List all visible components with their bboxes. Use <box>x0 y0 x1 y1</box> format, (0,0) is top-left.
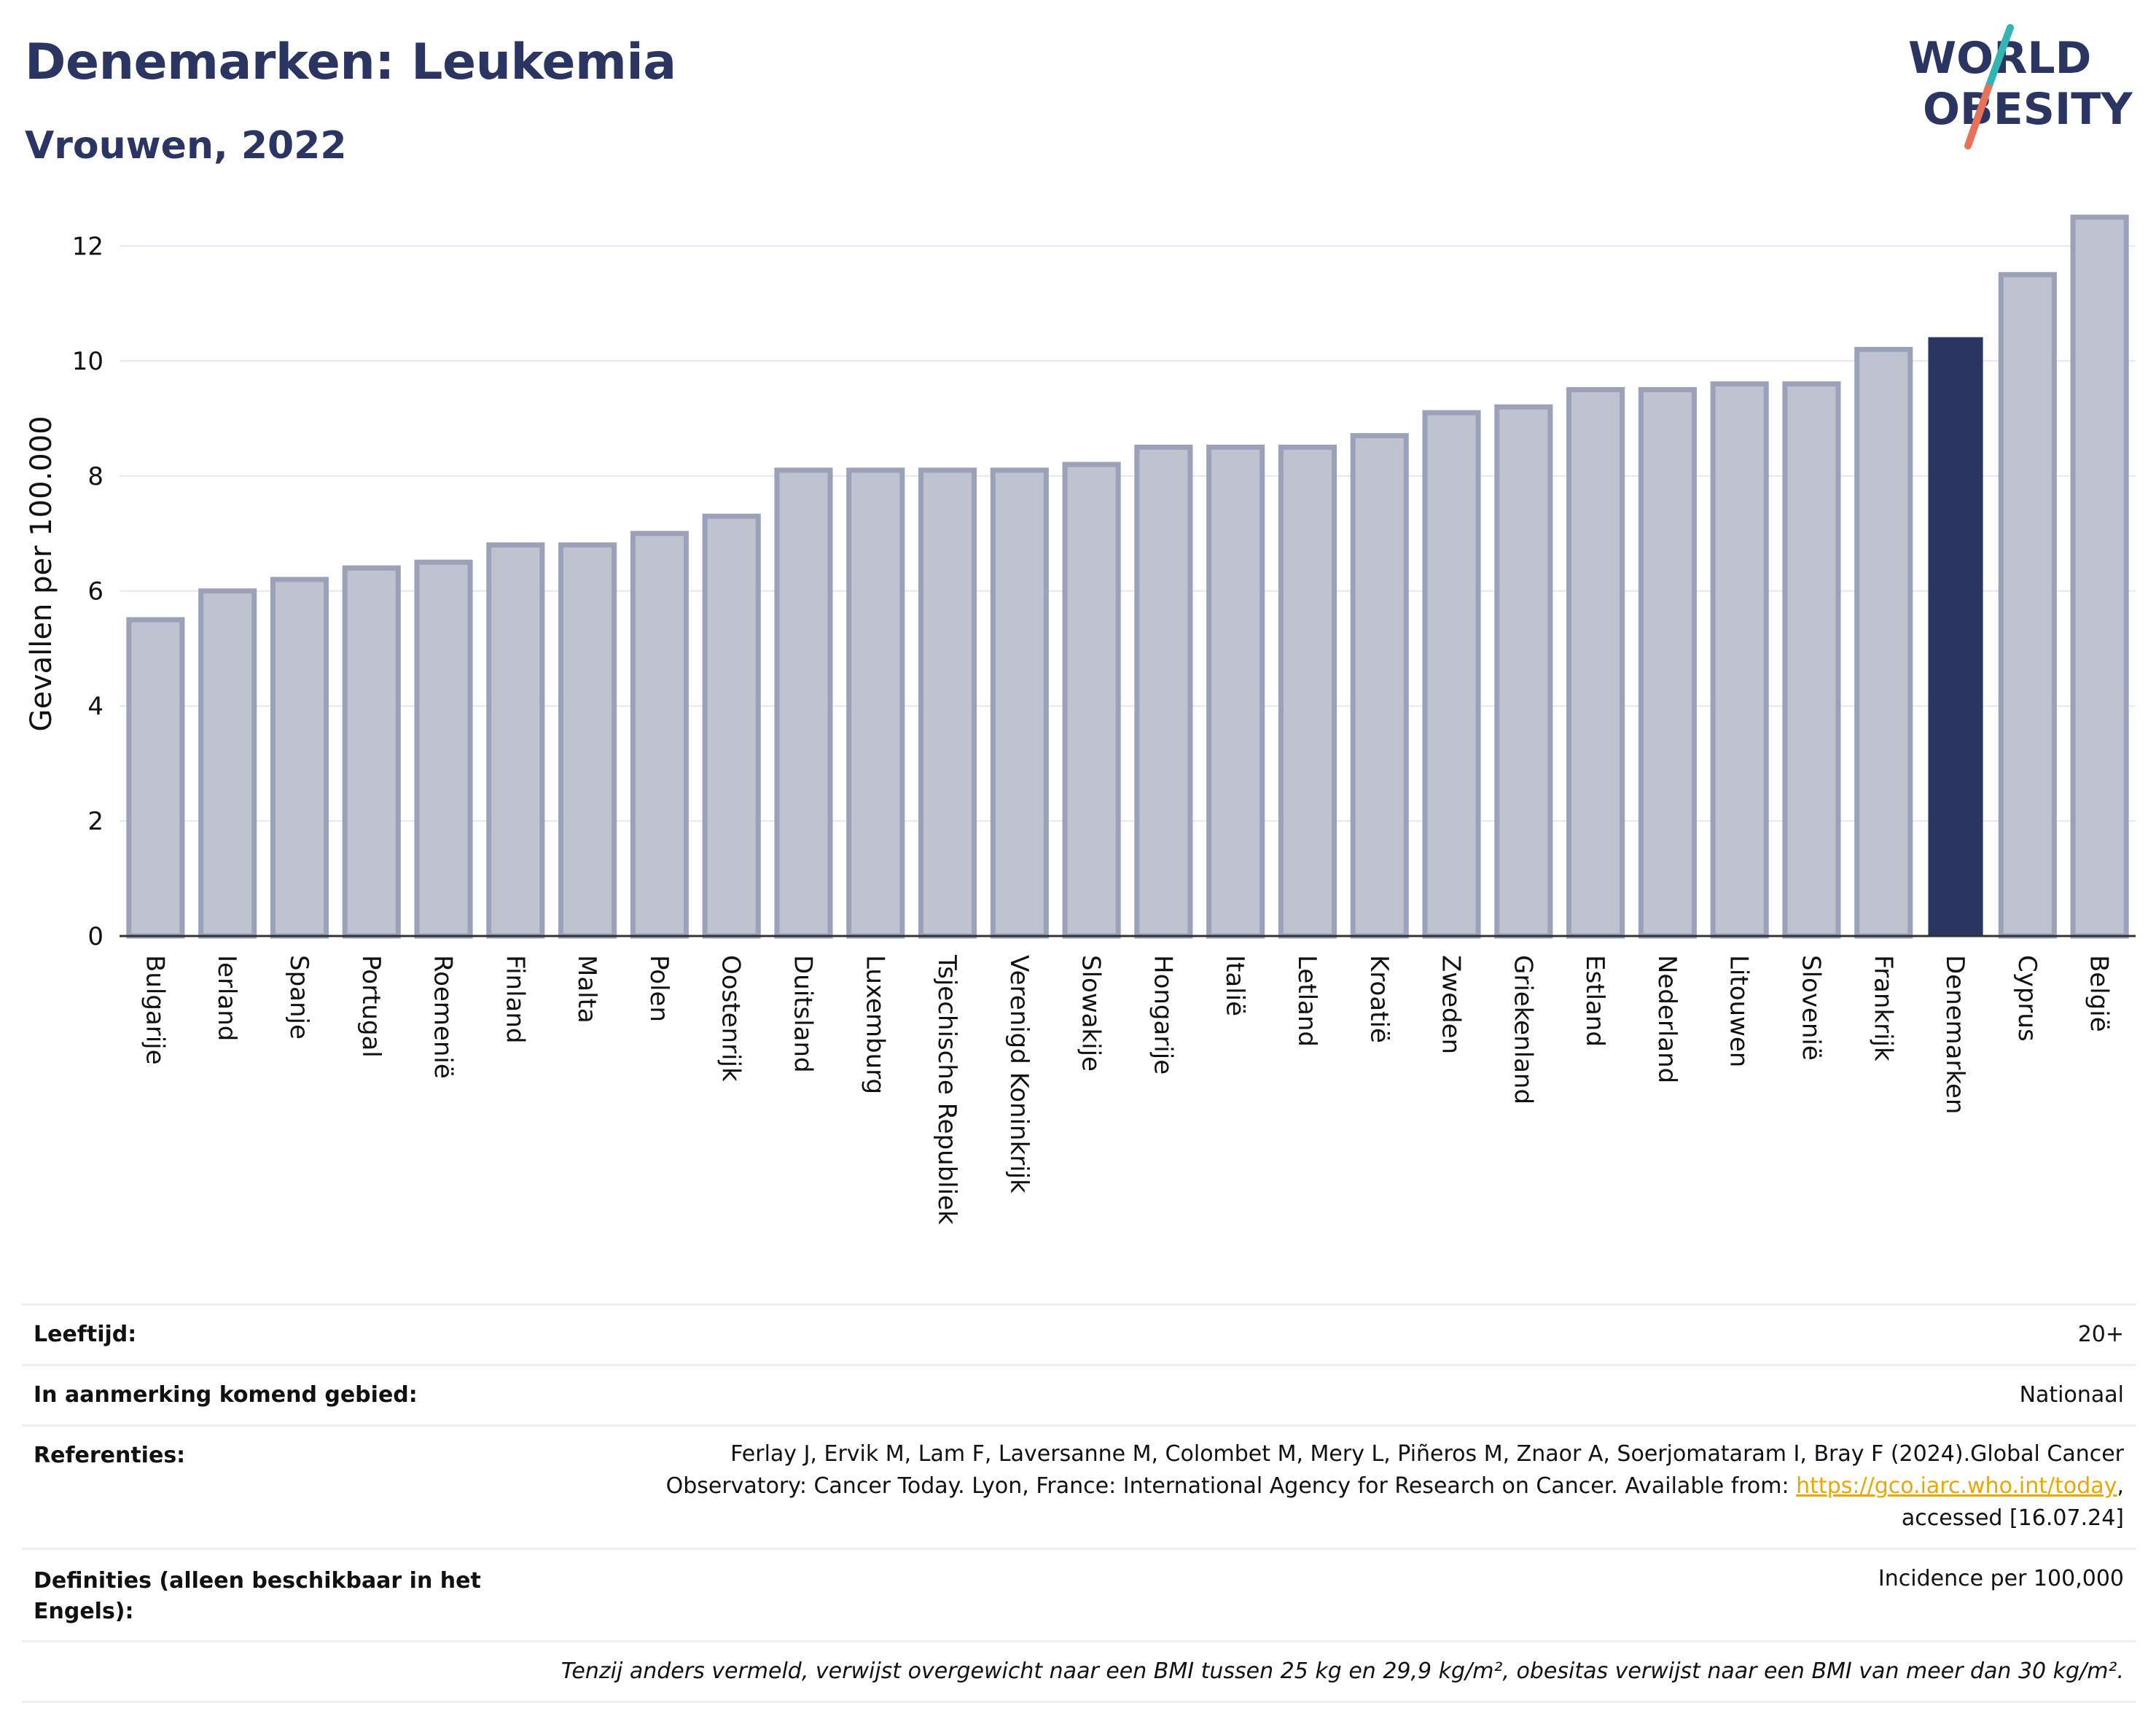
bar-duitsland <box>774 467 833 939</box>
x-tick-label: Duitsland <box>788 955 817 1073</box>
x-tick-label: Oostenrijk <box>716 955 746 1082</box>
info-row-definitions: Definities (alleen beschikbaar in het Eng… <box>22 1548 2136 1640</box>
x-tick-label: Cyprus <box>2012 955 2042 1042</box>
info-row-references: Referenties: Ferlay J, Ervik M, Lam F, L… <box>22 1424 2136 1548</box>
age-value: 20+ <box>2077 1322 2124 1347</box>
bar-litouwen <box>1710 381 1769 939</box>
y-axis-title: Gevallen per 100.000 <box>25 416 58 731</box>
references-label: Referenties: <box>34 1443 186 1468</box>
chart-subtitle: Vrouwen, 2022 <box>25 124 347 168</box>
bar-kroatië <box>1350 433 1409 939</box>
bar-roemenië <box>414 559 473 939</box>
x-tick-label: Hongarije <box>1148 955 1177 1075</box>
bar-letland <box>1278 444 1337 939</box>
logo-slash-teal <box>1985 24 2014 91</box>
bar-malta <box>558 542 617 939</box>
x-tick-label: Frankrijk <box>1868 955 1897 1061</box>
region-label: In aanmerking komend gebied: <box>34 1382 418 1408</box>
logo-slash-coral <box>1964 84 1992 149</box>
x-tick-label: Nederland <box>1652 955 1682 1083</box>
bar-cyprus <box>1998 272 2057 939</box>
x-tick-label: Ierland <box>212 955 241 1041</box>
references-line-2-comma: , <box>2117 1473 2124 1499</box>
footnote: Tenzij anders vermeld, verwijst overgewi… <box>561 1658 2124 1684</box>
x-tick-label: Zweden <box>1437 955 1466 1054</box>
references-link[interactable]: https://gco.iarc.who.int/today <box>1796 1473 2117 1499</box>
bar-luxemburg <box>846 467 905 939</box>
bar-oostenrijk <box>702 513 761 939</box>
bar-denemarken <box>1928 337 1983 937</box>
x-tick-label: Bulgarije <box>140 955 169 1065</box>
logo-line2: OBESITY <box>1923 84 2133 135</box>
bar-frankrijk <box>1854 346 1913 939</box>
definitions-label-line-1: Definities (alleen beschikbaar in het <box>34 1568 481 1594</box>
x-tick-label: Finland <box>500 955 529 1044</box>
bar-griekenland <box>1494 404 1553 939</box>
info-row-note: Tenzij anders vermeld, verwijst overgewi… <box>22 1640 2136 1703</box>
x-tick-label: Portugal <box>356 955 386 1058</box>
bar-spanje <box>270 577 329 939</box>
x-tick-label: Roemenië <box>429 955 458 1079</box>
y-tick-label: 2 <box>87 807 103 836</box>
x-tick-label: Verenigd Koninkrijk <box>1004 955 1034 1193</box>
y-tick-label: 6 <box>87 577 103 607</box>
info-row-region: In aanmerking komend gebied: Nationaal <box>22 1364 2136 1424</box>
x-tick-label: Spanje <box>284 955 313 1040</box>
y-tick-label: 0 <box>87 922 103 951</box>
bar-belgië <box>2070 214 2129 939</box>
x-tick-label: Estland <box>1580 955 1609 1047</box>
bar-italië <box>1206 444 1265 939</box>
bar-bulgarije <box>126 617 185 939</box>
references-line-2-text: Observatory: Cancer Today. Lyon, France:… <box>665 1473 1797 1499</box>
references-line-3: accessed [16.07.24] <box>1901 1505 2124 1531</box>
x-tick-label: Malta <box>572 955 601 1024</box>
x-tick-label: Italië <box>1220 955 1249 1016</box>
definitions-value: Incidence per 100,000 <box>1878 1566 2124 1591</box>
bar-tsjechische-republiek <box>918 467 977 939</box>
bar-finland <box>486 542 545 939</box>
x-tick-label: Luxemburg <box>860 955 889 1094</box>
references-line-1: Ferlay J, Ervik M, Lam F, Laversanne M, … <box>730 1441 2124 1467</box>
bar-chart: 0 2 4 6 8 10 12 Gevallen per 100.000 Bulgarije Ie… <box>25 214 2136 1225</box>
x-tick-label: België <box>2085 955 2114 1032</box>
definitions-label: Definities (alleen beschikbaar in het Eng… <box>34 1566 481 1627</box>
y-tick-label: 12 <box>72 232 103 261</box>
x-tick-label: Polen <box>644 955 673 1022</box>
region-value: Nationaal <box>2019 1382 2124 1408</box>
info-table: Leeftijd: 20+ In aanmerking komend gebie… <box>22 1303 2136 1703</box>
x-tick-label: Griekenland <box>1508 955 1537 1104</box>
bar-nederland <box>1638 387 1697 939</box>
age-label: Leeftijd: <box>34 1322 137 1347</box>
y-tick-label: 10 <box>72 347 103 376</box>
y-tick-label: 8 <box>87 462 103 491</box>
x-tick-label: Denemarken <box>1940 955 1969 1114</box>
x-tick-label: Slowakije <box>1077 955 1106 1072</box>
bar-verenigd-koninkrijk <box>990 467 1049 939</box>
bar-hongarije <box>1134 444 1193 939</box>
bar-slowakije <box>1062 461 1121 939</box>
bar-ierland <box>198 588 257 939</box>
x-tick-label: Kroatië <box>1364 955 1394 1043</box>
world-obesity-logo: WORLD OBESITY <box>1908 24 2133 149</box>
chart-title: Denemarken: Leukemia <box>25 34 676 91</box>
bar-slovenië <box>1782 381 1841 939</box>
y-tick-label: 4 <box>87 692 103 721</box>
bar-portugal <box>342 565 401 939</box>
bar-estland <box>1566 387 1625 939</box>
x-tick-label: Litouwen <box>1725 955 1754 1067</box>
references-value: Ferlay J, Ervik M, Lam F, Laversanne M, … <box>666 1438 2124 1535</box>
x-tick-label: Slovenië <box>1796 955 1825 1061</box>
references-line-2: Observatory: Cancer Today. Lyon, France:… <box>666 1470 2124 1502</box>
x-tick-label: Tsjechische Republiek <box>932 954 961 1225</box>
bar-zweden <box>1422 410 1481 939</box>
info-row-age: Leeftijd: 20+ <box>22 1303 2136 1364</box>
definitions-label-line-2: Engels): <box>34 1599 134 1624</box>
x-tick-label: Letland <box>1292 955 1321 1047</box>
bar-polen <box>630 531 689 939</box>
